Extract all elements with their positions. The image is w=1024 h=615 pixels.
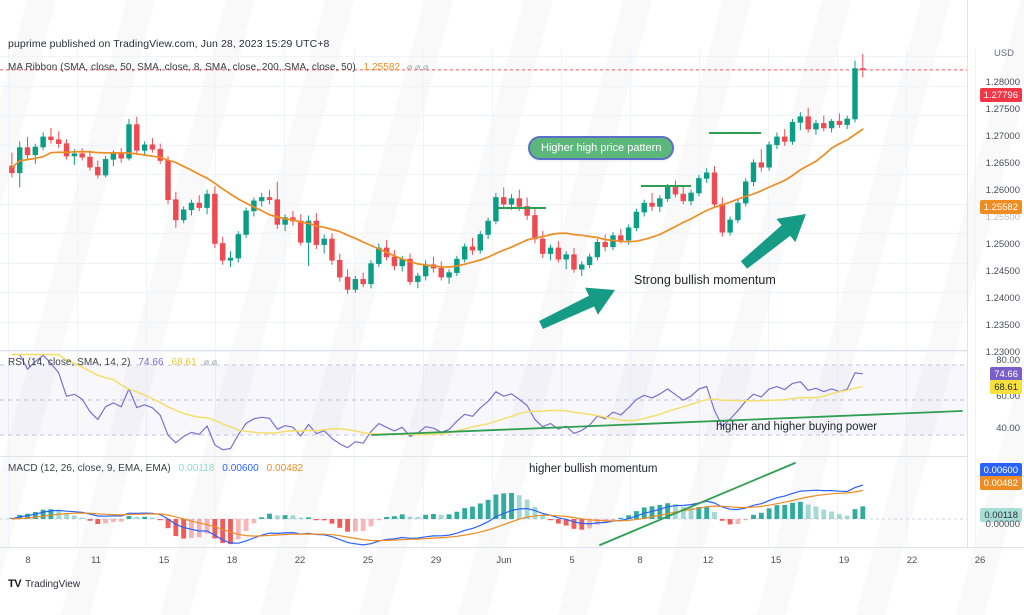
price-tick: 1.24500 xyxy=(985,266,1020,277)
rsi-value-badge: 74.66 xyxy=(990,367,1022,381)
time-tick: 8 xyxy=(637,555,643,566)
pane-separator-macd xyxy=(0,456,968,457)
price-tick: 1.23000 xyxy=(985,347,1020,358)
macd-zero-tick: 0.00000 xyxy=(985,519,1020,530)
time-tick: 22 xyxy=(294,555,306,566)
time-tick: 29 xyxy=(430,555,442,566)
tradingview-logo-icon: TV xyxy=(8,578,22,590)
macd-legend-title: MACD (12, 26, close, 9, EMA, EMA) xyxy=(8,463,171,474)
rsi-legend-title: RSI (14, close, SMA, 14, 2) xyxy=(8,357,131,368)
time-tick: 18 xyxy=(226,555,238,566)
price-axis[interactable]: USD 1.28000 1.27500 1.27000 1.26500 1.26000 1… xyxy=(967,0,1024,547)
time-tick: 5 xyxy=(569,555,575,566)
macd-legend-hist: 0.00118 xyxy=(178,463,215,474)
rsi-legend-value: 74.66 xyxy=(138,357,164,368)
price-legend[interactable]: MA Ribbon (SMA, close, 50, SMA, close, 8… xyxy=(8,62,428,73)
macd-hist-badge: 0.00118 xyxy=(980,508,1022,522)
rsi-legend-icons[interactable]: ⌀ ⌀ xyxy=(203,357,218,367)
rsi-legend-sma-value: 68.61 xyxy=(171,357,197,368)
price-tick: 1.24000 xyxy=(985,293,1020,304)
rsi-tick: 40.00 xyxy=(996,423,1020,434)
time-tick: 19 xyxy=(838,555,850,566)
higher-bullish-momentum-label: higher bullish momentum xyxy=(529,463,658,475)
rsi-tick: 80.00 xyxy=(996,355,1020,366)
buying-power-label: higher and higher buying power xyxy=(716,421,878,433)
tradingview-brand-name: TradingView xyxy=(25,578,81,590)
macd-legend[interactable]: MACD (12, 26, close, 9, EMA, EMA) 0.0011… xyxy=(8,463,303,474)
time-tick: 15 xyxy=(770,555,782,566)
rsi-tick: 60.00 xyxy=(996,391,1020,402)
higher-high-line-1 xyxy=(498,207,546,209)
macd-value-badge: 0.00600 xyxy=(979,463,1022,477)
price-tick: 1.26000 xyxy=(985,185,1020,196)
tradingview-brand: TV TradingView xyxy=(8,578,80,590)
axis-unit: USD xyxy=(993,48,1014,59)
price-tick: 1.28000 xyxy=(985,77,1020,88)
price-tick: 1.26500 xyxy=(985,158,1020,169)
higher-high-pattern-label: Higher high price pattern xyxy=(528,136,675,160)
time-tick: 22 xyxy=(906,555,918,566)
rsi-legend[interactable]: RSI (14, close, SMA, 14, 2) 74.66 68.61 … xyxy=(8,357,217,368)
higher-high-line-2 xyxy=(641,185,691,187)
time-tick: 8 xyxy=(25,555,31,566)
price-tick: 1.25000 xyxy=(985,239,1020,250)
price-legend-icons[interactable]: ⌀ ⌀ ⌀ xyxy=(406,62,429,72)
rsi-sma-value-badge: 68.61 xyxy=(990,380,1022,394)
price-legend-value: 1.25582 xyxy=(363,62,401,73)
time-tick: 15 xyxy=(158,555,170,566)
price-legend-title: MA Ribbon (SMA, close, 50, SMA, close, 8… xyxy=(8,62,356,73)
price-tick: 1.23500 xyxy=(985,320,1020,331)
macd-legend-signal: 0.00482 xyxy=(266,463,304,474)
last-price-badge: 1.27796 xyxy=(979,88,1022,102)
time-tick: Jun xyxy=(496,555,512,566)
time-tick: 12 xyxy=(702,555,714,566)
price-tick: 1.25500 xyxy=(985,212,1020,223)
attribution-text: puprime published on TradingView.com, Ju… xyxy=(8,38,330,50)
higher-high-line-3 xyxy=(709,132,761,134)
pane-separator-rsi xyxy=(0,350,968,351)
ma-value-badge: 1.25582 xyxy=(979,200,1022,214)
price-pane xyxy=(0,50,976,352)
price-tick: 1.27000 xyxy=(985,131,1020,142)
strong-bullish-momentum-label: Strong bullish momentum xyxy=(634,273,776,287)
price-tick: 1.27500 xyxy=(985,104,1020,115)
time-axis[interactable]: 8 11 15 18 22 25 29 Jun 5 8 12 15 19 22 26 xyxy=(0,547,1024,574)
macd-signal-badge: 0.00482 xyxy=(979,476,1022,490)
time-tick: 25 xyxy=(362,555,374,566)
price-series xyxy=(0,53,968,294)
time-tick: 26 xyxy=(974,555,986,566)
macd-legend-macd: 0.00600 xyxy=(222,463,259,474)
time-tick: 11 xyxy=(91,555,101,566)
price-grid xyxy=(0,50,976,352)
